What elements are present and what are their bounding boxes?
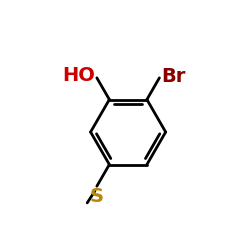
Text: HO: HO xyxy=(62,66,95,86)
Text: S: S xyxy=(90,187,104,206)
Text: Br: Br xyxy=(161,68,186,86)
